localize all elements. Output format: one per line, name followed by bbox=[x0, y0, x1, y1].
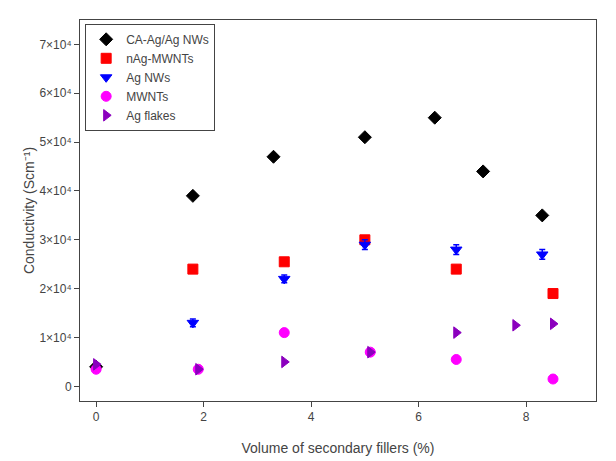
svg-text:Ag NWs: Ag NWs bbox=[126, 71, 170, 85]
svg-text:3×10⁴: 3×10⁴ bbox=[39, 233, 71, 247]
svg-text:5×10⁴: 5×10⁴ bbox=[39, 135, 71, 149]
svg-text:2: 2 bbox=[200, 410, 207, 424]
svg-text:Ag flakes: Ag flakes bbox=[126, 109, 175, 123]
svg-text:6×10⁴: 6×10⁴ bbox=[39, 86, 71, 100]
svg-text:Volume of secondary fillers (%: Volume of secondary fillers (%) bbox=[242, 440, 435, 456]
svg-text:2×10⁴: 2×10⁴ bbox=[39, 282, 71, 296]
svg-text:8: 8 bbox=[523, 410, 530, 424]
svg-text:4: 4 bbox=[308, 410, 315, 424]
svg-text:CA-Ag/Ag NWs: CA-Ag/Ag NWs bbox=[126, 33, 209, 47]
svg-text:MWNTs: MWNTs bbox=[126, 90, 168, 104]
svg-text:6: 6 bbox=[415, 410, 422, 424]
svg-text:0: 0 bbox=[65, 380, 72, 394]
svg-text:1×10⁴: 1×10⁴ bbox=[39, 331, 71, 345]
svg-text:Conductivity (Scm⁻¹): Conductivity (Scm⁻¹) bbox=[21, 147, 37, 274]
svg-text:7×10⁴: 7×10⁴ bbox=[39, 38, 71, 52]
svg-text:0: 0 bbox=[93, 410, 100, 424]
svg-text:nAg-MWNTs: nAg-MWNTs bbox=[126, 52, 193, 66]
svg-text:4×10⁴: 4×10⁴ bbox=[39, 184, 71, 198]
